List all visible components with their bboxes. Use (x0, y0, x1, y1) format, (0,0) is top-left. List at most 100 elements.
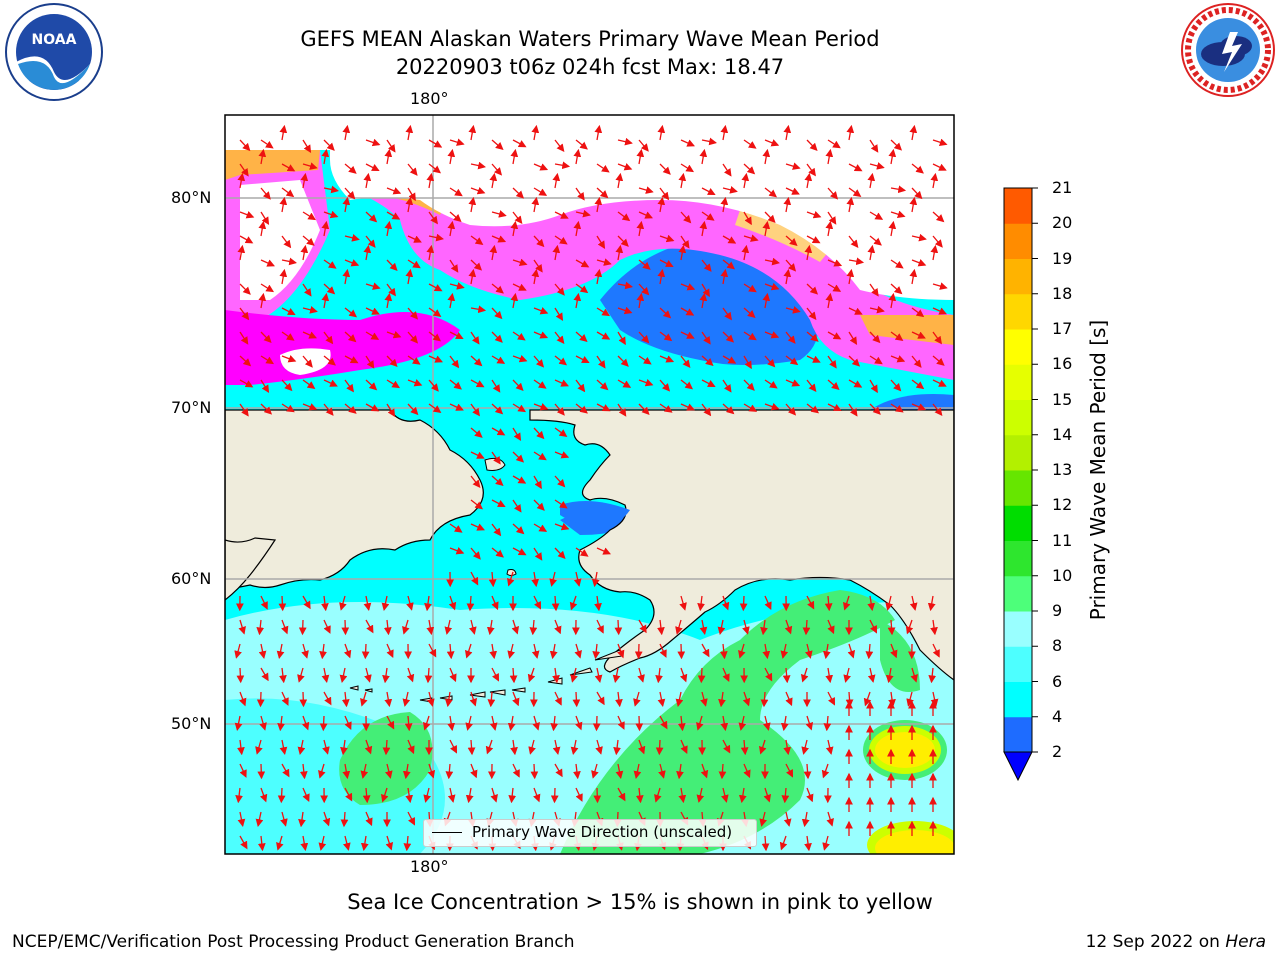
direction-arrow (785, 763, 793, 778)
direction-arrow (657, 268, 666, 285)
direction-arrow (596, 619, 604, 634)
direction-arrow (444, 691, 453, 708)
direction-arrow (596, 163, 610, 173)
direction-arrow (302, 595, 311, 610)
direction-arrow (302, 211, 317, 221)
direction-arrow (869, 619, 877, 634)
direction-arrow (869, 331, 881, 344)
direction-arrow (342, 196, 351, 213)
direction-arrow (384, 148, 393, 165)
direction-arrow (680, 163, 695, 173)
direction-arrow (428, 379, 439, 392)
direction-arrow (426, 619, 435, 636)
direction-arrow (446, 643, 455, 660)
direction-arrow (554, 451, 570, 459)
colorbar-segment (1004, 364, 1032, 400)
direction-arrow (932, 138, 948, 147)
direction-arrow (699, 292, 708, 309)
direction-arrow (575, 187, 585, 201)
direction-arrow (491, 499, 506, 507)
direction-arrow (827, 187, 839, 200)
direction-arrow (654, 787, 662, 803)
direction-arrow (340, 811, 349, 828)
direction-arrow (615, 244, 624, 261)
direction-arrow (402, 763, 411, 780)
direction-arrow (575, 403, 588, 414)
direction-arrow (281, 379, 293, 392)
footer-credit: NCEP/EMC/Verification Post Processing Pr… (12, 932, 575, 952)
direction-arrow (279, 667, 287, 684)
direction-arrow (365, 211, 378, 223)
direction-arrow (890, 185, 907, 194)
direction-arrow (827, 283, 842, 292)
direction-arrow (239, 307, 250, 321)
direction-arrow (805, 715, 814, 731)
direction-arrow (344, 379, 354, 393)
direction-arrow (569, 595, 578, 611)
direction-arrow (764, 667, 773, 682)
direction-arrow (659, 643, 667, 658)
direction-arrow (743, 163, 756, 175)
direction-arrow (696, 715, 704, 731)
direction-arrow (909, 196, 918, 213)
colorbar-title: Primary Wave Mean Period [s] (1086, 319, 1110, 621)
direction-arrow (827, 139, 841, 149)
direction-arrow (821, 763, 830, 779)
direction-arrow (533, 451, 547, 461)
direction-arrow (659, 259, 674, 267)
direction-arrow (281, 307, 296, 315)
direction-arrow (239, 211, 255, 219)
direction-arrow (323, 331, 334, 345)
direction-arrow (722, 355, 737, 364)
direction-arrow (449, 211, 462, 223)
colorbar (1004, 187, 1038, 753)
direction-arrow (596, 379, 609, 391)
direction-arrow (323, 691, 332, 706)
direction-arrow (510, 220, 519, 237)
direction-arrow (888, 292, 897, 309)
colorbar-segment (1004, 540, 1032, 577)
direction-arrow (573, 220, 582, 237)
direction-arrow (239, 691, 247, 707)
direction-arrow (512, 211, 523, 225)
direction-arrow (575, 331, 588, 343)
direction-arrow (489, 715, 498, 731)
direction-arrow (722, 379, 732, 393)
direction-arrow (572, 691, 581, 708)
direction-arrow (806, 331, 819, 342)
direction-arrow (533, 547, 543, 561)
direction-arrow (615, 172, 624, 189)
direction-arrow (491, 427, 506, 436)
direction-arrow (235, 787, 243, 804)
direction-arrow (827, 355, 837, 369)
direction-arrow (927, 595, 936, 612)
direction-arrow (615, 691, 623, 708)
direction-arrow (783, 739, 792, 756)
direction-arrow (575, 283, 589, 294)
direction-arrow (512, 475, 527, 484)
direction-arrow (428, 139, 443, 148)
direction-arrow (677, 715, 686, 732)
direction-arrow (742, 691, 751, 707)
map-legend: Primary Wave Direction (unscaled) (423, 819, 757, 847)
direction-arrow (302, 283, 312, 297)
direction-arrow (764, 257, 780, 266)
direction-arrow (533, 307, 549, 315)
direction-arrow (825, 220, 834, 237)
direction-arrow (382, 739, 391, 756)
direction-arrow (781, 787, 790, 804)
direction-arrow (469, 619, 477, 635)
direction-arrow (594, 196, 603, 213)
direction-arrow (911, 403, 927, 411)
direction-arrow (657, 691, 666, 707)
direction-arrow (764, 402, 780, 411)
direction-arrow (596, 547, 611, 555)
direction-arrow (343, 835, 351, 851)
direction-arrow (281, 355, 297, 363)
direction-arrow (550, 787, 559, 804)
direction-arrow (344, 259, 360, 267)
direction-arrow (470, 547, 481, 560)
direction-arrow (842, 595, 851, 611)
direction-arrow (701, 331, 711, 345)
direction-arrow (384, 691, 393, 708)
